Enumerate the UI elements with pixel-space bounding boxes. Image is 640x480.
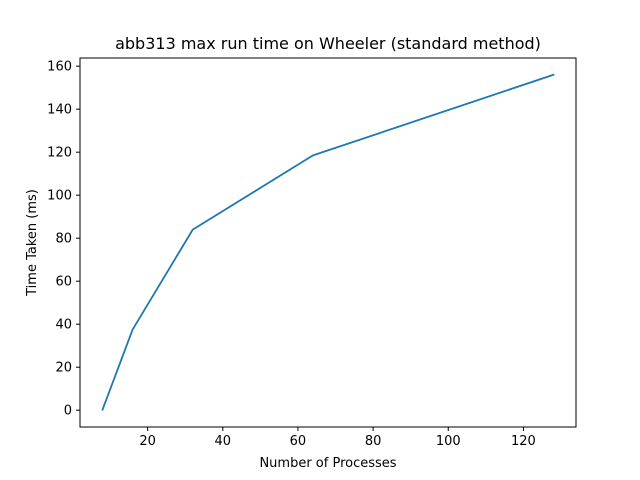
- y-tick-label: 80: [55, 232, 72, 247]
- x-tick-label: 60: [290, 434, 307, 449]
- x-axis-label: Number of Processes: [259, 456, 396, 471]
- y-tick-label: 0: [64, 404, 72, 419]
- y-tick-label: 60: [55, 275, 72, 290]
- y-tick-label: 100: [47, 189, 72, 204]
- y-tick-label: 20: [55, 361, 72, 376]
- x-tick-label: 100: [436, 434, 461, 449]
- y-tick-label: 140: [47, 103, 72, 118]
- x-tick-label: 20: [139, 434, 156, 449]
- y-axis-label: Time Taken (ms): [25, 189, 40, 297]
- y-tick-label: 160: [47, 60, 72, 75]
- y-tick-label: 40: [55, 318, 72, 333]
- series-line-0: [101, 73, 555, 411]
- x-axis-ticks: 20 40 60 80 100 120: [139, 427, 536, 449]
- plot-layer: [101, 73, 555, 411]
- axes-layer: [79, 57, 577, 428]
- plot-frame: [79, 57, 577, 428]
- x-tick-label: 80: [365, 434, 382, 449]
- y-tick-label: 120: [47, 146, 72, 161]
- y-axis-ticks: 0 20 40 60 80 100 120 140 160: [47, 60, 80, 419]
- x-tick-label: 40: [215, 434, 232, 449]
- chart-title: abb313 max run time on Wheeler (standard…: [115, 34, 541, 53]
- x-tick-label: 120: [511, 434, 536, 449]
